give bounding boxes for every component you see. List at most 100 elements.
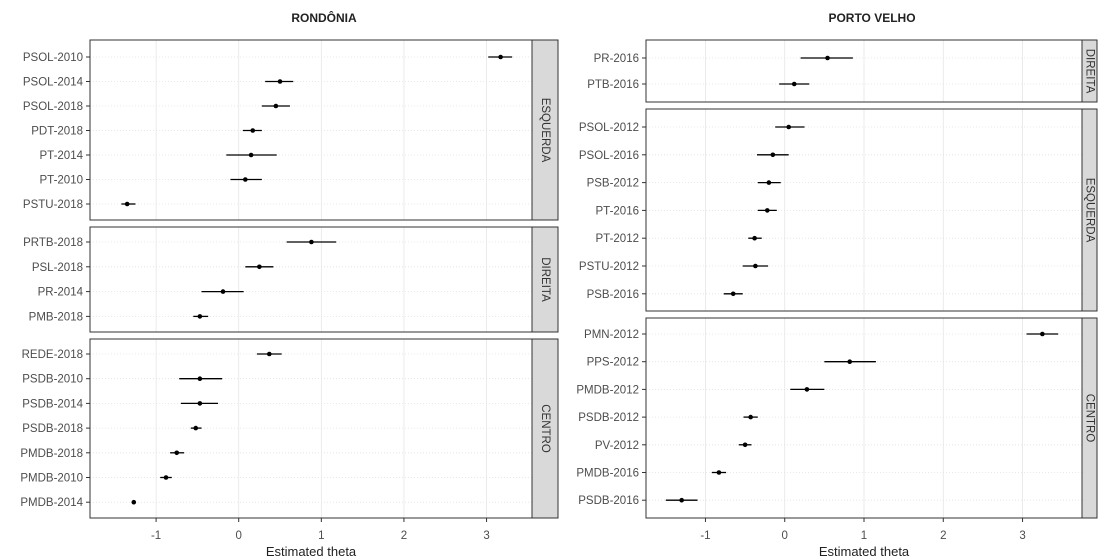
facet-panel: PR-2016 PTB-2016 DIREITA	[587, 39, 1098, 103]
y-tick-label: REDE-2018	[22, 349, 83, 361]
facet-strip-label: DIREITA	[1083, 49, 1095, 94]
y-tick-label: PSB-2016	[587, 289, 639, 301]
data-point	[273, 103, 279, 109]
y-tick-label: PSOL-2016	[579, 150, 639, 162]
data-point	[825, 55, 830, 61]
y-tick-label: PMDB-2012	[576, 384, 639, 396]
facet-strip	[531, 338, 559, 519]
x-axis-title: Estimated theta	[819, 544, 910, 559]
x-tick-label: 2	[401, 530, 407, 542]
facet-strip-label: ESQUERDA	[1083, 178, 1095, 243]
y-tick-label: PMDB-2018	[20, 448, 83, 460]
facet-panel: PSOL-2010 PSOL-2014 PSOL-2018 PDT-2018 PT-20…	[23, 39, 559, 221]
data-point	[257, 264, 262, 270]
y-tick-label: PMB-2018	[29, 311, 83, 323]
data-point	[1040, 331, 1045, 337]
data-point	[786, 124, 791, 130]
data-point	[197, 401, 203, 406]
data-point	[124, 201, 130, 207]
data-point	[752, 235, 757, 241]
data-point	[770, 152, 776, 158]
x-tick-label: 3	[483, 530, 489, 542]
y-tick-label: PSOL-2014	[23, 77, 84, 89]
data-point	[498, 54, 503, 60]
data-point	[197, 314, 203, 319]
y-tick-label: PMDB-2014	[20, 497, 83, 509]
facet-strip-label: CENTRO	[539, 404, 551, 453]
y-tick-label: PMN-2012	[584, 329, 639, 341]
facet-panel: PRTB-2018 PSL-2018 PR-2014 PMB-2018 DIREITA	[23, 226, 559, 333]
data-point	[847, 359, 853, 365]
y-tick-label: PSDB-2012	[578, 412, 639, 424]
y-tick-label: PMDB-2016	[576, 468, 639, 480]
facet-strip	[1081, 39, 1098, 103]
y-tick-label: PT-2012	[596, 233, 639, 245]
data-point	[716, 470, 722, 475]
panel-background	[90, 339, 532, 518]
y-tick-label: PMDB-2010	[20, 473, 83, 485]
data-point	[220, 289, 226, 294]
y-tick-label: PR-2014	[38, 287, 84, 299]
facet-strip	[531, 226, 559, 333]
facet-strip-label: ESQUERDA	[539, 98, 551, 163]
data-point	[250, 128, 256, 133]
data-point	[679, 497, 684, 503]
data-point	[742, 442, 748, 448]
x-tick-label: 0	[236, 530, 242, 542]
data-point	[748, 414, 753, 420]
chart-1: PORTO VELHO PR-2016 PTB-2016 DIREITA PSOL-20…	[576, 11, 1098, 559]
facet-strip	[1081, 317, 1098, 519]
facet-panel: PMN-2012 PPS-2012 PMDB-2012 PSDB-2012 PV-201…	[576, 317, 1098, 519]
data-point	[791, 81, 797, 87]
data-point	[730, 291, 736, 297]
y-tick-label: PT-2016	[596, 205, 639, 217]
data-point	[764, 208, 770, 213]
y-tick-label: PSTU-2012	[579, 261, 639, 273]
x-tick-label: 2	[940, 530, 946, 542]
y-tick-label: PTB-2016	[587, 79, 639, 91]
y-tick-label: PPS-2012	[587, 357, 639, 369]
x-tick-label: -1	[151, 530, 161, 542]
y-tick-label: PSB-2012	[587, 178, 639, 190]
panel-background	[90, 40, 532, 220]
data-point	[174, 450, 180, 456]
y-tick-label: PSTU-2018	[23, 199, 83, 211]
data-point	[277, 79, 283, 84]
data-point	[248, 152, 254, 158]
y-tick-label: PV-2012	[595, 440, 639, 452]
data-point	[243, 177, 248, 182]
x-tick-label: 1	[861, 530, 867, 542]
y-tick-label: PT-2014	[40, 150, 84, 162]
x-tick-label: 0	[782, 530, 788, 542]
data-point	[163, 475, 169, 480]
facet-strip	[531, 39, 559, 221]
facet-panel: PSOL-2012 PSOL-2016 PSB-2012 PT-2016 PT-2012…	[579, 108, 1098, 312]
data-point	[193, 425, 199, 431]
facet-panel: REDE-2018 PSDB-2010 PSDB-2014 PSDB-2018 PMDB…	[20, 338, 559, 519]
y-tick-label: PSOL-2018	[23, 101, 83, 113]
y-tick-label: PRTB-2018	[23, 237, 83, 249]
y-tick-label: PSDB-2018	[22, 423, 83, 435]
x-tick-label: 1	[318, 530, 324, 542]
panel-background	[90, 227, 532, 332]
y-tick-label: PSOL-2012	[579, 122, 639, 134]
x-tick-label: 3	[1019, 530, 1025, 542]
chart-0: RONDÔNIA PSOL-2010 PSOL-2014 PSOL-2018 PDT-2…	[20, 10, 559, 559]
y-tick-label: PT-2010	[40, 175, 83, 187]
y-tick-label: PSOL-2010	[23, 52, 83, 64]
facet-strip	[1081, 108, 1098, 312]
y-tick-label: PSDB-2016	[578, 495, 639, 507]
data-point	[131, 499, 137, 505]
data-point	[804, 387, 810, 392]
y-tick-label: PDT-2018	[31, 126, 83, 138]
y-tick-label: PR-2016	[594, 53, 639, 65]
y-tick-label: PSDB-2010	[22, 374, 83, 386]
y-tick-label: PSL-2018	[32, 262, 83, 274]
x-axis-title: Estimated theta	[266, 544, 357, 559]
data-point	[197, 376, 203, 382]
data-point	[309, 239, 314, 245]
chart-title: RONDÔNIA	[291, 10, 357, 25]
facet-strip-label: DIREITA	[539, 257, 551, 302]
data-point	[766, 180, 772, 185]
